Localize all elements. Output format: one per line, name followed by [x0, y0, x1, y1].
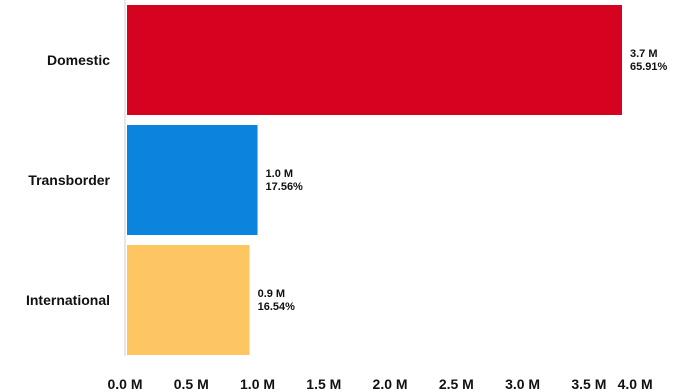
category-label-transborder: Transborder	[28, 172, 110, 188]
bar-international	[127, 245, 250, 355]
percent-label-domestic: 65.91%	[630, 61, 668, 73]
value-label-domestic: 3.7 M	[630, 48, 658, 60]
x-tick-label: 2.0 M	[373, 376, 408, 392]
x-tick-label: 3.5 M	[571, 376, 606, 392]
bar-transborder	[127, 125, 258, 235]
x-tick-label: 1.0 M	[240, 376, 275, 392]
bar-domestic	[127, 5, 622, 115]
percent-label-transborder: 17.56%	[266, 181, 304, 193]
x-tick-label: 3.0 M	[505, 376, 540, 392]
category-labels: Domestic Transborder International	[26, 52, 111, 308]
x-tick-label: 1.5 M	[306, 376, 341, 392]
value-label-transborder: 1.0 M	[266, 168, 294, 180]
x-tick-label: 2.5 M	[439, 376, 474, 392]
x-tick-label: 0.5 M	[174, 376, 209, 392]
data-labels: 3.7 M65.91% 1.0 M17.56% 0.9 M16.54%	[258, 48, 668, 313]
bars-group	[127, 5, 622, 355]
x-tick-label: 0.0 M	[107, 376, 142, 392]
x-tick-label: 4.0 M	[618, 376, 653, 392]
value-label-international: 0.9 M	[258, 288, 286, 300]
x-axis-ticks: 0.0 M 0.5 M 1.0 M 1.5 M 2.0 M 2.5 M 3.0 M 3.5 M…	[107, 376, 652, 392]
category-label-international: International	[26, 292, 110, 308]
percent-label-international: 16.54%	[258, 301, 296, 313]
category-label-domestic: Domestic	[47, 52, 110, 68]
